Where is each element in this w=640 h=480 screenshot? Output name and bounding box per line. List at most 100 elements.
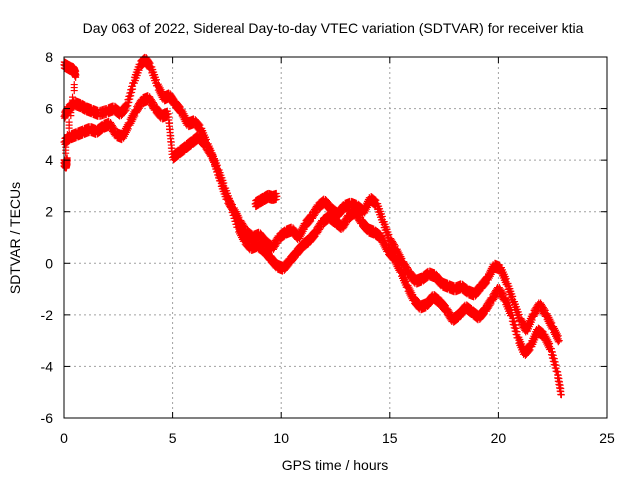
data-point-lower-trace	[510, 318, 518, 326]
data-point-lower-trace	[396, 262, 404, 270]
y-tick-label: 4	[45, 152, 53, 168]
data-point-lower-trace	[557, 384, 565, 392]
data-point-upper-trace	[175, 102, 183, 110]
data-point-early-cluster	[67, 112, 75, 120]
data-point-lower-trace	[486, 301, 494, 309]
data-point-lower-trace	[226, 197, 234, 205]
data-point-upper-trace	[548, 319, 556, 327]
data-point-lower-trace	[480, 311, 488, 319]
data-point-lower-trace	[554, 368, 562, 376]
data-point-lower-trace	[513, 328, 521, 336]
data-point-lower-trace	[554, 371, 562, 379]
data-point-upper-trace	[554, 338, 562, 346]
data-point-lower-trace	[551, 358, 559, 366]
data-point-lower-trace	[229, 205, 237, 213]
data-point-early-cluster	[69, 93, 77, 101]
data-point-lower-trace	[343, 219, 351, 227]
data-point-lower-trace	[168, 144, 176, 152]
y-tick-label: -4	[41, 358, 54, 374]
data-point-upper-trace	[145, 58, 153, 66]
y-tick-label: 2	[45, 204, 53, 220]
data-point-lower-trace	[546, 340, 554, 348]
data-point-lower-trace	[556, 378, 564, 386]
data-point-early-cluster	[70, 87, 78, 95]
data-point-mid-cluster	[273, 192, 281, 200]
data-point-upper-trace	[306, 218, 314, 226]
data-point-upper-trace	[528, 316, 536, 324]
data-point-lower-trace	[557, 391, 565, 399]
data-point-lower-trace	[231, 211, 239, 219]
data-point-lower-trace	[167, 132, 175, 140]
data-point-lower-trace	[512, 324, 520, 332]
data-point-lower-trace	[206, 145, 214, 153]
data-point-upper-trace	[124, 102, 132, 110]
x-tick-label: 15	[382, 430, 398, 446]
data-point-upper-trace	[371, 196, 379, 204]
data-point-upper-trace	[390, 240, 398, 248]
y-tick-label: 0	[45, 255, 53, 271]
data-point-lower-trace	[165, 119, 173, 127]
x-tick-label: 20	[491, 430, 507, 446]
data-point-lower-trace	[166, 126, 174, 134]
data-point-lower-trace	[555, 375, 563, 383]
data-point-upper-trace	[540, 305, 548, 313]
data-point-upper-trace	[312, 209, 320, 217]
data-point-lower-trace	[310, 234, 318, 242]
data-point-lower-trace	[165, 113, 173, 121]
data-point-upper-trace	[135, 66, 143, 74]
data-point-early-cluster	[70, 81, 78, 89]
data-point-upper-trace	[554, 332, 562, 340]
data-point-early-cluster	[62, 143, 70, 151]
data-point-upper-trace	[195, 120, 203, 128]
data-point-lower-trace	[549, 351, 557, 359]
y-axis-label: SDTVAR / TECUs	[7, 182, 23, 294]
data-point-lower-trace	[317, 224, 325, 232]
data-point-mid-cluster	[272, 195, 280, 203]
data-point-upper-trace	[273, 239, 281, 247]
data-point-lower-trace	[508, 311, 516, 319]
data-point-lower-trace	[199, 135, 207, 143]
data-point-lower-trace	[124, 125, 132, 133]
data-point-lower-trace	[207, 147, 215, 155]
data-point-lower-trace	[507, 306, 515, 314]
data-point-lower-trace	[440, 300, 448, 308]
x-tick-label: 10	[273, 430, 289, 446]
data-point-early-cluster	[65, 124, 73, 132]
plot-frame	[63, 56, 608, 419]
data-point-upper-trace	[378, 212, 386, 220]
data-point-lower-trace	[548, 348, 556, 356]
data-point-upper-trace	[126, 95, 134, 103]
data-point-early-cluster	[63, 137, 71, 145]
data-point-upper-trace	[241, 222, 249, 230]
data-point-lower-trace	[233, 217, 241, 225]
x-tick-label: 25	[599, 430, 615, 446]
y-tick-label: -2	[41, 307, 54, 323]
data-point-lower-trace	[232, 214, 240, 222]
chart-title: Day 063 of 2022, Sidereal Day-to-day VTE…	[83, 20, 584, 36]
data-point-upper-trace	[515, 310, 523, 318]
x-tick-labels: 0 5 10 15 20 25	[60, 430, 615, 446]
data-point-lower-trace	[149, 99, 157, 107]
data-point-lower-trace	[388, 249, 396, 257]
data-point-lower-trace	[213, 161, 221, 169]
data-point-lower-trace	[547, 345, 555, 353]
data-points	[60, 53, 565, 399]
data-point-early-cluster	[63, 131, 71, 139]
data-point-upper-trace	[502, 275, 510, 283]
data-point-lower-trace	[525, 347, 533, 355]
data-point-upper-trace	[385, 231, 393, 238]
data-point-lower-trace	[220, 179, 228, 187]
data-point-upper-trace	[509, 292, 517, 300]
data-point-upper-trace	[127, 92, 135, 100]
data-point-upper-trace	[129, 85, 137, 93]
data-point-lower-trace	[167, 138, 175, 146]
data-point-upper-trace	[482, 280, 490, 288]
axis-ticks	[63, 56, 608, 419]
data-point-lower-trace	[556, 381, 564, 389]
data-point-lower-trace	[500, 291, 508, 299]
data-point-lower-trace	[230, 208, 238, 216]
data-point-upper-trace	[152, 76, 160, 84]
data-point-early-cluster	[65, 118, 73, 126]
y-tick-label: 6	[45, 101, 53, 117]
